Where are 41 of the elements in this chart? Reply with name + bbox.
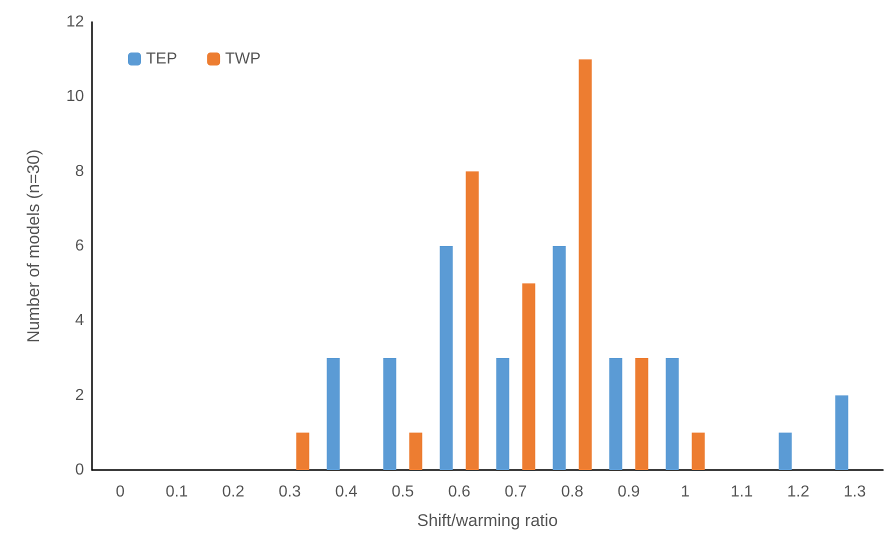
bar (383, 358, 396, 470)
bar (496, 358, 510, 470)
x-tick-label: 0.6 (448, 484, 470, 500)
y-axis-title: Number of models (n=30) (24, 149, 43, 343)
bar (609, 358, 622, 470)
x-tick-label: 1.3 (844, 484, 866, 500)
x-tick-label: 0.7 (504, 484, 527, 500)
x-axis-title: Shift/warming ratio (417, 511, 558, 530)
y-tick-label: 4 (75, 312, 84, 330)
x-tick-label: 0.8 (561, 484, 584, 500)
bar (296, 432, 310, 470)
bar (409, 432, 422, 470)
x-tick-label: 1 (680, 484, 690, 500)
bar (635, 358, 648, 470)
x-tick-label: 0.1 (166, 484, 188, 500)
bar (692, 432, 705, 470)
bar (552, 246, 566, 470)
legend-label: TWP (225, 50, 261, 68)
x-tick-label: 0 (116, 484, 125, 500)
x-tick-label: 0.2 (222, 484, 244, 500)
bar (440, 246, 453, 470)
y-tick-label: 0 (75, 462, 84, 478)
bar (578, 59, 592, 470)
bar (326, 358, 340, 470)
bar (466, 171, 479, 470)
y-tick-label: 8 (75, 162, 84, 180)
x-tick-label: 1.1 (730, 484, 753, 500)
legend-label: TEP (146, 50, 178, 68)
bar (522, 283, 536, 470)
y-tick-label: 2 (75, 386, 84, 404)
x-tick-label: 1.2 (787, 484, 810, 500)
x-tick-label: 0.5 (392, 484, 414, 500)
x-tick-label: 0.9 (618, 484, 640, 500)
x-tick-label: 0.4 (335, 484, 358, 500)
y-tick-label: 6 (75, 238, 84, 254)
y-tick-label: 10 (66, 88, 84, 106)
y-tick-label: 12 (66, 14, 84, 30)
bar (666, 358, 679, 470)
x-tick-label: 0.3 (278, 484, 301, 500)
bar (835, 395, 848, 470)
bar (778, 432, 792, 470)
